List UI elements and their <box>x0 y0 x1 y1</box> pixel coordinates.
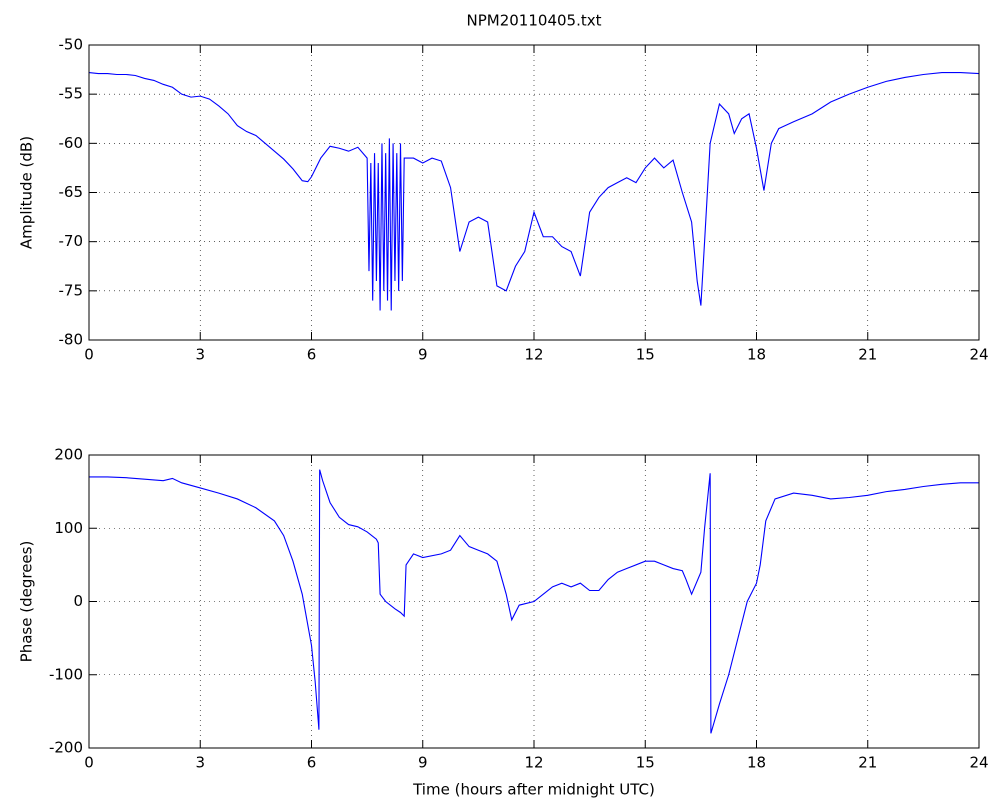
y-tick-label: -100 <box>49 665 83 683</box>
data-line <box>88 71 980 311</box>
axes-box <box>88 454 980 749</box>
y-tick-label: -75 <box>59 281 84 299</box>
x-tick-label: 21 <box>858 754 877 772</box>
x-tick-label: 18 <box>747 346 766 364</box>
y-tick-label: -80 <box>59 331 84 349</box>
y-tick-label: -60 <box>59 134 84 152</box>
x-tick-label: 9 <box>418 346 428 364</box>
x-tick-label: 15 <box>636 346 655 364</box>
chart-title: NPM20110405.txt <box>467 12 602 30</box>
y-tick-label: -65 <box>59 183 84 201</box>
data-line <box>89 469 979 734</box>
x-tick-label: 18 <box>747 754 766 772</box>
x-tick-label: 12 <box>524 754 543 772</box>
x-tick-label: 0 <box>84 346 94 364</box>
y-axis-label: Amplitude (dB) <box>18 136 36 249</box>
y-tick-label: 0 <box>73 592 83 610</box>
x-tick-label: 24 <box>969 346 988 364</box>
y-tick-label: -200 <box>49 739 83 757</box>
x-tick-label: 3 <box>195 346 205 364</box>
y-tick-label: -50 <box>59 36 84 54</box>
x-axis-label: Time (hours after midnight UTC) <box>412 781 655 799</box>
y-axis-label: Phase (degrees) <box>18 541 36 663</box>
x-tick-label: 9 <box>418 754 428 772</box>
x-tick-label: 15 <box>636 754 655 772</box>
x-tick-label: 6 <box>307 754 317 772</box>
y-tick-label: 100 <box>54 519 83 537</box>
y-tick-label: -55 <box>59 85 84 103</box>
y-tick-label: -70 <box>59 232 84 250</box>
axes-box <box>88 44 980 341</box>
x-tick-label: 3 <box>195 754 205 772</box>
x-tick-label: 24 <box>969 754 988 772</box>
y-tick-label: 200 <box>54 446 83 464</box>
x-tick-label: 6 <box>307 346 317 364</box>
x-tick-label: 0 <box>84 754 94 772</box>
x-tick-label: 12 <box>524 346 543 364</box>
x-tick-label: 21 <box>858 346 877 364</box>
